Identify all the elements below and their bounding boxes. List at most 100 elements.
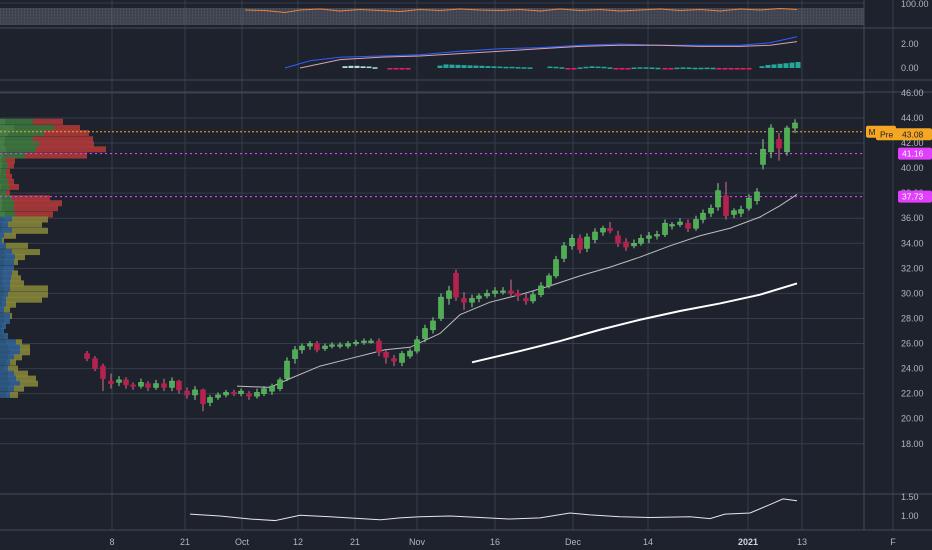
candle[interactable] (145, 383, 151, 388)
candle[interactable] (84, 353, 90, 359)
candle[interactable] (116, 379, 122, 383)
candle[interactable] (368, 340, 374, 343)
candle[interactable] (708, 207, 714, 214)
candle[interactable] (215, 394, 221, 398)
candle[interactable] (492, 290, 498, 294)
candle[interactable] (792, 122, 798, 129)
candle[interactable] (693, 219, 699, 229)
candle[interactable] (422, 328, 428, 339)
macd-pane[interactable] (284, 36, 801, 70)
rsi-pane[interactable] (0, 2, 864, 25)
candle[interactable] (677, 221, 683, 225)
candle[interactable] (100, 365, 106, 379)
candle[interactable] (383, 352, 389, 358)
candle[interactable] (569, 237, 575, 247)
candle[interactable] (662, 222, 668, 235)
candle[interactable] (184, 390, 190, 396)
candle[interactable] (685, 222, 691, 229)
candle[interactable] (623, 241, 629, 248)
candle[interactable] (192, 389, 198, 396)
candle[interactable] (453, 273, 459, 298)
candle[interactable] (277, 379, 283, 389)
candle[interactable] (200, 389, 206, 404)
candle[interactable] (261, 388, 267, 394)
candle[interactable] (607, 227, 613, 232)
candle[interactable] (508, 290, 514, 294)
candle[interactable] (284, 360, 290, 379)
candle[interactable] (715, 190, 721, 208)
candle[interactable] (538, 285, 544, 295)
candle[interactable] (600, 227, 606, 233)
macd-histogram-bar (692, 67, 698, 70)
candle[interactable] (646, 235, 652, 239)
candle[interactable] (207, 397, 213, 403)
candle[interactable] (307, 343, 313, 347)
candle[interactable] (254, 392, 260, 397)
candle[interactable] (414, 339, 420, 352)
candle[interactable] (223, 392, 229, 396)
candle[interactable] (231, 392, 237, 395)
candle[interactable] (669, 224, 675, 227)
price-pane[interactable] (0, 118, 864, 412)
candle[interactable] (731, 210, 737, 215)
candle[interactable] (292, 349, 298, 359)
candle[interactable] (361, 340, 367, 343)
candle[interactable] (530, 294, 536, 302)
candle[interactable] (376, 340, 382, 353)
candle[interactable] (399, 353, 405, 363)
candle[interactable] (654, 234, 660, 237)
candle[interactable] (322, 345, 328, 349)
bottom-indicator-pane[interactable] (189, 498, 798, 522)
candle[interactable] (768, 127, 774, 153)
candle[interactable] (269, 385, 275, 392)
candle[interactable] (631, 243, 637, 247)
candle[interactable] (176, 380, 182, 391)
candle[interactable] (738, 209, 744, 214)
candle[interactable] (246, 393, 252, 397)
candle[interactable] (430, 320, 436, 331)
candle[interactable] (138, 382, 144, 387)
candle[interactable] (108, 380, 114, 384)
candle[interactable] (461, 298, 467, 303)
candle[interactable] (345, 343, 351, 347)
candle[interactable] (754, 191, 760, 201)
candle[interactable] (484, 293, 490, 297)
candle[interactable] (723, 195, 729, 217)
candle[interactable] (776, 139, 782, 149)
candle[interactable] (577, 237, 583, 250)
candlesticks[interactable] (84, 119, 798, 412)
candle[interactable] (299, 345, 305, 351)
candle[interactable] (314, 343, 320, 351)
candle[interactable] (169, 380, 175, 388)
candle[interactable] (153, 383, 159, 388)
candle[interactable] (784, 127, 790, 153)
candle[interactable] (523, 298, 529, 302)
candle[interactable] (438, 296, 444, 319)
candle[interactable] (446, 290, 452, 299)
candle[interactable] (638, 237, 644, 244)
candle[interactable] (746, 197, 752, 209)
candle[interactable] (92, 358, 98, 369)
candle[interactable] (615, 235, 621, 244)
candle[interactable] (700, 212, 706, 220)
candle[interactable] (337, 344, 343, 347)
candle[interactable] (515, 293, 521, 297)
candle[interactable] (760, 149, 766, 165)
candle[interactable] (546, 275, 552, 287)
candle[interactable] (476, 295, 482, 299)
candle[interactable] (553, 259, 559, 277)
candle[interactable] (469, 298, 475, 303)
candle[interactable] (123, 379, 129, 386)
candle[interactable] (329, 344, 335, 347)
candle[interactable] (130, 384, 136, 387)
candle[interactable] (592, 231, 598, 240)
candle[interactable] (561, 245, 567, 259)
candle[interactable] (161, 383, 167, 388)
candle[interactable] (407, 350, 413, 357)
candle[interactable] (353, 341, 359, 345)
candle[interactable] (238, 390, 244, 394)
candle[interactable] (391, 358, 397, 362)
candle[interactable] (500, 290, 506, 293)
candle[interactable] (584, 236, 590, 249)
